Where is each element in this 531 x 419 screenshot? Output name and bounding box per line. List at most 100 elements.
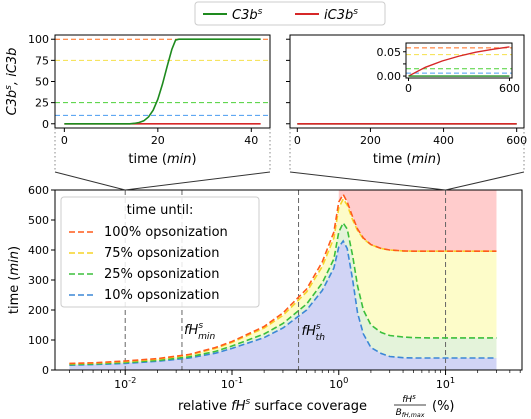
tick-exp: -2 <box>128 375 136 385</box>
x-axis-label: time (min) <box>373 152 441 167</box>
connector-right-b <box>445 171 525 191</box>
y-tick-label-6: 600 <box>28 184 49 197</box>
y-tick-label-5: 500 <box>28 214 49 227</box>
x-label-unit: min <box>411 152 436 167</box>
x-tick-label-2: 100 <box>329 375 348 391</box>
x-tick-label-2: 400 <box>433 134 454 147</box>
x-tick-label-1: 10-1 <box>221 375 243 391</box>
inset-series-line-0 <box>408 46 510 77</box>
bottom-legend-label-3: 10% opsonization <box>104 288 220 303</box>
connector-left-a <box>54 171 126 191</box>
top-legend: C3bs iC3bs <box>194 1 386 26</box>
series-line-c3bs <box>64 38 261 125</box>
tick-base: 10 <box>329 378 343 391</box>
x-tick-label-1: 200 <box>360 134 381 147</box>
tick-exp: -1 <box>235 375 243 385</box>
inset-marks <box>406 46 512 77</box>
x-tick-label-2: 40 <box>244 134 258 147</box>
inset: 0 600 0.00 0.05 <box>377 42 520 95</box>
x-label-frac-den: BfH,max <box>396 408 425 419</box>
top-legend-frame <box>194 1 386 26</box>
panel-connectors <box>54 128 525 191</box>
vline-label-sub: min <box>198 332 215 342</box>
vline-label-2: fHs th <box>302 322 326 343</box>
x-label-var: fH <box>231 399 246 414</box>
inset-frame <box>405 42 513 79</box>
x-tick-label-0: 0 <box>294 134 301 147</box>
y-label-unit: min <box>7 251 22 276</box>
area-fill-25 <box>69 223 497 366</box>
frac-num-sup: s <box>412 393 416 401</box>
x-label-paren: ) <box>192 152 197 167</box>
legend-label-c3bs: C3bs <box>232 7 263 23</box>
y-tick-label-2: 50 <box>35 76 49 89</box>
y-axis-label: time (min) <box>7 246 22 314</box>
x-label-frac-num: fHs <box>402 393 416 405</box>
x-tick-label-1: 20 <box>151 134 165 147</box>
legend-label-ic3bs: iC3bs <box>324 7 358 23</box>
y-label-paren: ) <box>7 246 22 251</box>
vline-label-sup: s <box>198 321 203 331</box>
tick-base: 10 <box>114 378 128 391</box>
connector-right-a <box>289 171 446 191</box>
vline-label-sub: th <box>316 333 326 343</box>
vline-label-sup: s <box>316 322 321 332</box>
bottom-legend-label-2: 25% opsonization <box>104 267 220 282</box>
label-sup: s <box>258 7 263 17</box>
x-label-paren: ) <box>436 152 441 167</box>
series-line-2 <box>69 221 497 366</box>
tick-base: 10 <box>221 378 235 391</box>
label-base: , iC3b <box>5 48 20 85</box>
bottom-legend-label-1: 75% opsonization <box>104 246 220 261</box>
x-label-text: time ( <box>373 152 412 167</box>
bottom-legend: time until: 100% opsonization 75% opsoniza… <box>60 196 260 308</box>
frac-den-sub: fH,max <box>402 412 425 419</box>
tick-exp: 1 <box>450 375 455 385</box>
series-line-3 <box>69 239 497 366</box>
y-tick-label-3: 75 <box>35 54 49 67</box>
frac-den-base: B <box>396 408 402 418</box>
top-right-panel: 0 200 400 600 time (min) 0 600 0.00 0.05 <box>286 34 527 167</box>
area-fills <box>69 190 497 370</box>
y-axis-label: C3bs, iC3b <box>4 48 20 116</box>
label-base: C3b <box>232 8 258 23</box>
y-tick-label-2: 200 <box>28 304 49 317</box>
y-tick-label-0: 0 <box>42 364 49 377</box>
y-tick-label-4: 100 <box>28 33 49 46</box>
x-tick-label-0: 0 <box>61 134 68 147</box>
inset-x-tick-label-0: 0 <box>405 82 412 95</box>
vline-label-1: fHs min <box>184 321 215 342</box>
x-label-mid: surface coverage <box>250 399 367 414</box>
vline-label-base: fH <box>302 324 317 339</box>
bottom-legend-frame <box>60 196 260 308</box>
tick-base: 10 <box>436 378 450 391</box>
x-tick-label-3: 600 <box>506 134 527 147</box>
x-label-unit: (%) <box>432 399 455 414</box>
vline-label-base: fH <box>184 323 199 338</box>
top-left-panel: 0 20 40 0 25 50 75 100 time (min) C3bs, iC3b <box>4 33 271 167</box>
y-tick-label-0: 0 <box>42 118 49 131</box>
plot-marks <box>55 38 270 125</box>
y-tick-label-1: 25 <box>35 97 49 110</box>
area-fill-100 <box>338 190 497 252</box>
x-label-prefix: relative <box>178 399 231 414</box>
label-base: iC3b <box>324 8 353 23</box>
x-tick-label-0: 10-2 <box>114 375 136 391</box>
area-fill-75 <box>69 199 497 365</box>
label-sup: s <box>353 7 358 17</box>
bottom-legend-title: time until: <box>127 203 194 218</box>
inset-y-tick-label-2: 0.05 <box>377 46 402 59</box>
series-line-0 <box>69 192 497 365</box>
y-label-text: time ( <box>7 276 22 315</box>
area-fill-10 <box>69 241 497 370</box>
label-base: C3b <box>5 90 20 116</box>
y-tick-label-1: 100 <box>28 334 49 347</box>
inset-x-tick-label-1: 600 <box>499 82 520 95</box>
y-tick-label-3: 300 <box>28 274 49 287</box>
x-label-unit: min <box>167 152 192 167</box>
y-tick-label-4: 400 <box>28 244 49 257</box>
x-axis-label: relative fHs surface coverage <box>178 397 367 414</box>
plot-marks <box>69 190 497 370</box>
connector-left-b <box>125 171 271 191</box>
